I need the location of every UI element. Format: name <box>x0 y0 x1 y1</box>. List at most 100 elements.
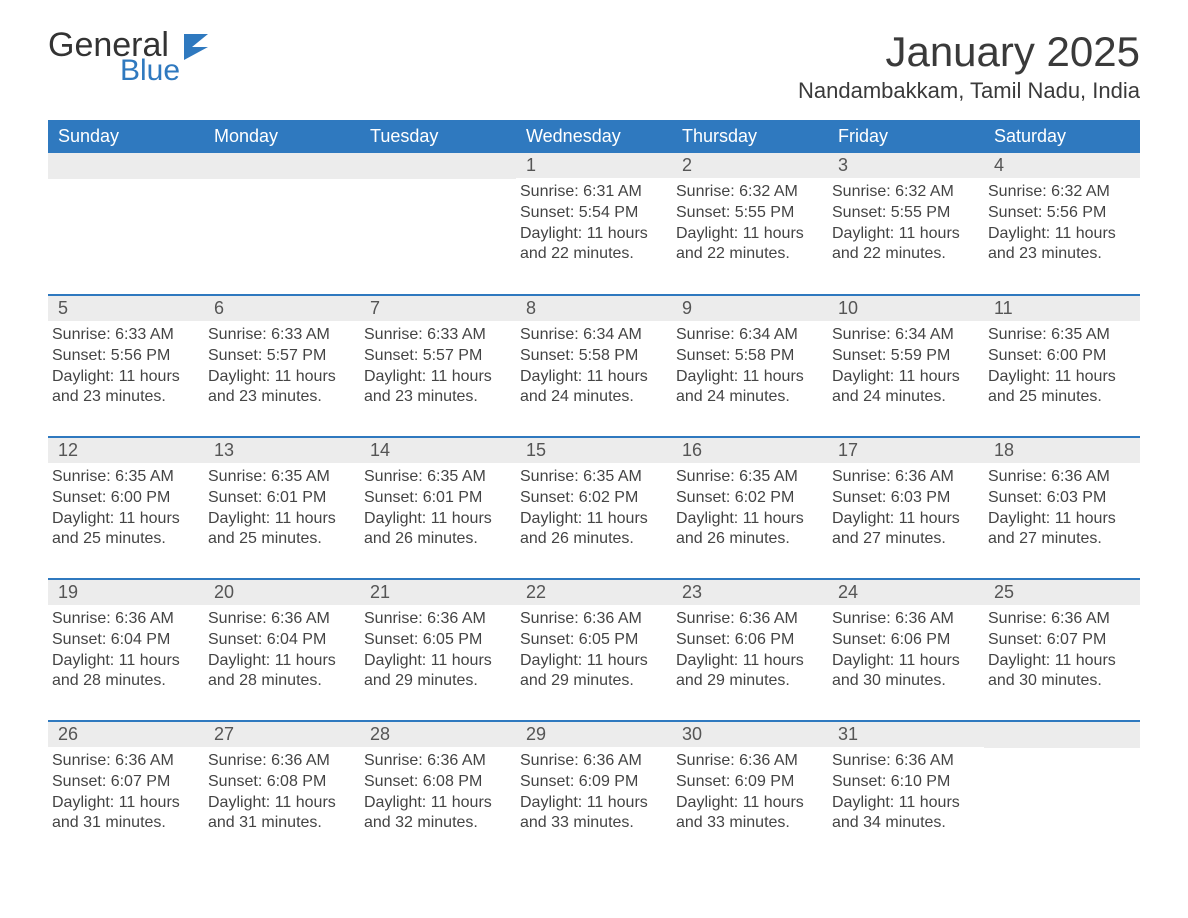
calendar-day-cell: 7Sunrise: 6:33 AMSunset: 5:57 PMDaylight… <box>360 295 516 437</box>
day-number: 29 <box>516 722 672 747</box>
calendar-day-cell: 10Sunrise: 6:34 AMSunset: 5:59 PMDayligh… <box>828 295 984 437</box>
day-number: 26 <box>48 722 204 747</box>
day-number: 5 <box>48 296 204 321</box>
daylight-text: Daylight: 11 hours and 24 minutes. <box>832 367 974 409</box>
sunset-text: Sunset: 5:56 PM <box>988 203 1130 224</box>
calendar-day-cell: 24Sunrise: 6:36 AMSunset: 6:06 PMDayligh… <box>828 579 984 721</box>
day-number: 24 <box>828 580 984 605</box>
day-number: 2 <box>672 153 828 178</box>
sunrise-text: Sunrise: 6:33 AM <box>208 325 350 346</box>
sunset-text: Sunset: 6:01 PM <box>208 488 350 509</box>
daylight-text: Daylight: 11 hours and 23 minutes. <box>364 367 506 409</box>
logo: General Blue <box>48 28 218 86</box>
daylight-text: Daylight: 11 hours and 26 minutes. <box>676 509 818 551</box>
calendar-week-row: 5Sunrise: 6:33 AMSunset: 5:56 PMDaylight… <box>48 295 1140 437</box>
calendar-day-cell: 19Sunrise: 6:36 AMSunset: 6:04 PMDayligh… <box>48 579 204 721</box>
calendar-day-cell: 20Sunrise: 6:36 AMSunset: 6:04 PMDayligh… <box>204 579 360 721</box>
day-number: 18 <box>984 438 1140 463</box>
day-number: 1 <box>516 153 672 178</box>
day-number: 7 <box>360 296 516 321</box>
daylight-text: Daylight: 11 hours and 27 minutes. <box>832 509 974 551</box>
daylight-text: Daylight: 11 hours and 30 minutes. <box>988 651 1130 693</box>
calendar-week-row: 19Sunrise: 6:36 AMSunset: 6:04 PMDayligh… <box>48 579 1140 721</box>
day-number <box>360 153 516 179</box>
sunset-text: Sunset: 5:55 PM <box>832 203 974 224</box>
calendar-day-cell: 30Sunrise: 6:36 AMSunset: 6:09 PMDayligh… <box>672 721 828 863</box>
calendar-day-cell: 3Sunrise: 6:32 AMSunset: 5:55 PMDaylight… <box>828 153 984 295</box>
daylight-text: Daylight: 11 hours and 31 minutes. <box>208 793 350 835</box>
calendar-day-cell: 18Sunrise: 6:36 AMSunset: 6:03 PMDayligh… <box>984 437 1140 579</box>
calendar-day-cell: 15Sunrise: 6:35 AMSunset: 6:02 PMDayligh… <box>516 437 672 579</box>
calendar-day-cell <box>48 153 204 295</box>
day-details: Sunrise: 6:36 AMSunset: 6:03 PMDaylight:… <box>828 463 984 560</box>
calendar-body: 1Sunrise: 6:31 AMSunset: 5:54 PMDaylight… <box>48 153 1140 863</box>
day-details: Sunrise: 6:35 AMSunset: 6:01 PMDaylight:… <box>360 463 516 560</box>
day-details: Sunrise: 6:36 AMSunset: 6:05 PMDaylight:… <box>360 605 516 702</box>
daylight-text: Daylight: 11 hours and 34 minutes. <box>832 793 974 835</box>
day-details: Sunrise: 6:36 AMSunset: 6:07 PMDaylight:… <box>48 747 204 844</box>
sunset-text: Sunset: 6:07 PM <box>52 772 194 793</box>
calendar-day-cell: 6Sunrise: 6:33 AMSunset: 5:57 PMDaylight… <box>204 295 360 437</box>
sunset-text: Sunset: 6:04 PM <box>52 630 194 651</box>
sunrise-text: Sunrise: 6:33 AM <box>364 325 506 346</box>
day-header: Wednesday <box>516 120 672 153</box>
sunset-text: Sunset: 6:09 PM <box>676 772 818 793</box>
day-details: Sunrise: 6:33 AMSunset: 5:56 PMDaylight:… <box>48 321 204 418</box>
sunset-text: Sunset: 6:01 PM <box>364 488 506 509</box>
sunset-text: Sunset: 6:02 PM <box>676 488 818 509</box>
day-details: Sunrise: 6:31 AMSunset: 5:54 PMDaylight:… <box>516 178 672 275</box>
sunrise-text: Sunrise: 6:33 AM <box>52 325 194 346</box>
calendar-table: SundayMondayTuesdayWednesdayThursdayFrid… <box>48 120 1140 863</box>
daylight-text: Daylight: 11 hours and 24 minutes. <box>520 367 662 409</box>
calendar-day-cell: 28Sunrise: 6:36 AMSunset: 6:08 PMDayligh… <box>360 721 516 863</box>
day-number: 3 <box>828 153 984 178</box>
calendar-week-row: 1Sunrise: 6:31 AMSunset: 5:54 PMDaylight… <box>48 153 1140 295</box>
sunset-text: Sunset: 5:59 PM <box>832 346 974 367</box>
logo-text: General Blue <box>48 28 180 86</box>
calendar-day-cell: 25Sunrise: 6:36 AMSunset: 6:07 PMDayligh… <box>984 579 1140 721</box>
daylight-text: Daylight: 11 hours and 28 minutes. <box>208 651 350 693</box>
sunrise-text: Sunrise: 6:36 AM <box>364 609 506 630</box>
sunrise-text: Sunrise: 6:32 AM <box>676 182 818 203</box>
sunset-text: Sunset: 6:00 PM <box>988 346 1130 367</box>
day-details: Sunrise: 6:36 AMSunset: 6:10 PMDaylight:… <box>828 747 984 844</box>
day-number <box>48 153 204 179</box>
day-details: Sunrise: 6:36 AMSunset: 6:05 PMDaylight:… <box>516 605 672 702</box>
day-number: 27 <box>204 722 360 747</box>
sunset-text: Sunset: 5:57 PM <box>208 346 350 367</box>
sunrise-text: Sunrise: 6:36 AM <box>832 467 974 488</box>
month-title: January 2025 <box>798 28 1140 76</box>
sunrise-text: Sunrise: 6:36 AM <box>676 751 818 772</box>
calendar-day-cell: 31Sunrise: 6:36 AMSunset: 6:10 PMDayligh… <box>828 721 984 863</box>
day-header: Friday <box>828 120 984 153</box>
day-details: Sunrise: 6:36 AMSunset: 6:06 PMDaylight:… <box>828 605 984 702</box>
calendar-day-cell: 27Sunrise: 6:36 AMSunset: 6:08 PMDayligh… <box>204 721 360 863</box>
calendar-day-cell: 12Sunrise: 6:35 AMSunset: 6:00 PMDayligh… <box>48 437 204 579</box>
sunset-text: Sunset: 5:54 PM <box>520 203 662 224</box>
sunrise-text: Sunrise: 6:36 AM <box>832 751 974 772</box>
sunset-text: Sunset: 6:06 PM <box>832 630 974 651</box>
day-number: 23 <box>672 580 828 605</box>
day-details: Sunrise: 6:36 AMSunset: 6:08 PMDaylight:… <box>360 747 516 844</box>
day-header: Monday <box>204 120 360 153</box>
day-details: Sunrise: 6:35 AMSunset: 6:01 PMDaylight:… <box>204 463 360 560</box>
sunrise-text: Sunrise: 6:31 AM <box>520 182 662 203</box>
daylight-text: Daylight: 11 hours and 23 minutes. <box>52 367 194 409</box>
daylight-text: Daylight: 11 hours and 23 minutes. <box>988 224 1130 266</box>
day-number: 12 <box>48 438 204 463</box>
sunrise-text: Sunrise: 6:36 AM <box>520 751 662 772</box>
day-details: Sunrise: 6:34 AMSunset: 5:59 PMDaylight:… <box>828 321 984 418</box>
sunrise-text: Sunrise: 6:36 AM <box>676 609 818 630</box>
sunset-text: Sunset: 6:02 PM <box>520 488 662 509</box>
daylight-text: Daylight: 11 hours and 27 minutes. <box>988 509 1130 551</box>
calendar-day-cell: 22Sunrise: 6:36 AMSunset: 6:05 PMDayligh… <box>516 579 672 721</box>
sunset-text: Sunset: 6:09 PM <box>520 772 662 793</box>
day-details: Sunrise: 6:34 AMSunset: 5:58 PMDaylight:… <box>672 321 828 418</box>
sunset-text: Sunset: 6:05 PM <box>364 630 506 651</box>
day-number: 25 <box>984 580 1140 605</box>
sunrise-text: Sunrise: 6:36 AM <box>208 609 350 630</box>
daylight-text: Daylight: 11 hours and 22 minutes. <box>520 224 662 266</box>
day-details: Sunrise: 6:36 AMSunset: 6:04 PMDaylight:… <box>48 605 204 702</box>
calendar-day-cell: 14Sunrise: 6:35 AMSunset: 6:01 PMDayligh… <box>360 437 516 579</box>
sunset-text: Sunset: 6:05 PM <box>520 630 662 651</box>
